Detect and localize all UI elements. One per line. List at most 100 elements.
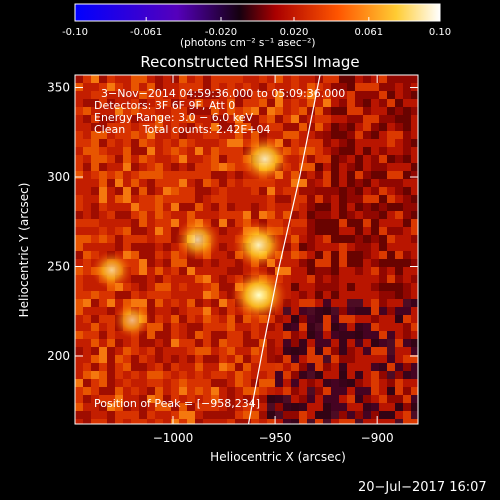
heatmap-cell [131, 219, 139, 227]
heatmap-cell [203, 259, 211, 267]
heatmap-cell [91, 323, 99, 331]
heatmap-cell [387, 283, 395, 291]
heatmap-cell [403, 203, 411, 211]
heatmap-cell [363, 379, 371, 387]
heatmap-cell [171, 155, 179, 163]
heatmap-cell [379, 387, 387, 395]
heatmap-cell [179, 99, 187, 107]
heatmap-cell [171, 219, 179, 227]
heatmap-cell [363, 267, 371, 275]
heatmap-cell [139, 347, 147, 355]
heatmap-cell [83, 411, 91, 419]
heatmap-cell [411, 387, 418, 395]
heatmap-cell [115, 371, 123, 379]
heatmap-cell [107, 395, 115, 403]
heatmap-image [75, 75, 418, 424]
heatmap-cell [395, 243, 403, 251]
heatmap-cell [115, 227, 123, 235]
heatmap-cell [331, 395, 339, 403]
heatmap-cell [379, 75, 387, 83]
heatmap-cell [75, 83, 83, 91]
heatmap-cell [147, 243, 155, 251]
heatmap-cell [355, 123, 363, 131]
heatmap-cell [315, 379, 323, 387]
heatmap-cell [115, 339, 123, 347]
heatmap-cell [211, 339, 219, 347]
heatmap-cell [107, 411, 115, 419]
heatmap-cell [331, 91, 339, 99]
heatmap-cell [227, 411, 235, 419]
heatmap-cell [323, 203, 331, 211]
heatmap-cell [219, 363, 227, 371]
heatmap-cell [251, 99, 259, 107]
heatmap-cell [363, 411, 371, 419]
heatmap-cell [235, 411, 243, 419]
heatmap-cell [235, 203, 243, 211]
heatmap-cell [171, 83, 179, 91]
heatmap-cell [179, 123, 187, 131]
heatmap-cell [219, 387, 227, 395]
heatmap-cell [259, 131, 267, 139]
heatmap-cell [347, 355, 355, 363]
heatmap-cell [339, 219, 347, 227]
heatmap-cell [195, 347, 203, 355]
heatmap-cell [299, 179, 307, 187]
heatmap-cell [403, 75, 411, 83]
heatmap-cell [259, 323, 267, 331]
heatmap-cell [123, 147, 131, 155]
heatmap-cell [155, 147, 163, 155]
heatmap-cell [243, 395, 251, 403]
heatmap-cell [131, 83, 139, 91]
heatmap-cell [195, 99, 203, 107]
heatmap-cell [307, 363, 315, 371]
heatmap-cell [347, 267, 355, 275]
heatmap-cell [339, 267, 347, 275]
heatmap-cell [267, 195, 275, 203]
heatmap-cell [91, 195, 99, 203]
heatmap-cell [291, 403, 299, 411]
heatmap-cell [227, 187, 235, 195]
heatmap-cell [387, 307, 395, 315]
heatmap-cell [291, 315, 299, 323]
heatmap-cell [291, 267, 299, 275]
heatmap-cell [75, 131, 83, 139]
heatmap-cell [123, 83, 131, 91]
heatmap-cell [147, 75, 155, 83]
heatmap-cell [91, 347, 99, 355]
heatmap-cell [211, 331, 219, 339]
heatmap-cell [171, 123, 179, 131]
heatmap-cell [195, 139, 203, 147]
heatmap-cell [323, 99, 331, 107]
heatmap-cell [379, 99, 387, 107]
heatmap-cell [387, 99, 395, 107]
heatmap-cell [411, 155, 418, 163]
heatmap-cell [291, 291, 299, 299]
heatmap-cell [291, 363, 299, 371]
heatmap-cell [107, 155, 115, 163]
heatmap-cell [403, 139, 411, 147]
heatmap-cell [155, 155, 163, 163]
heatmap-cell [347, 219, 355, 227]
heatmap-cell [251, 115, 259, 123]
heatmap-cell [339, 403, 347, 411]
heatmap-cell [107, 99, 115, 107]
heatmap-cell [355, 139, 363, 147]
heatmap-cell [307, 419, 315, 424]
heatmap-cell [411, 355, 418, 363]
heatmap-cell [195, 171, 203, 179]
heatmap-cell [291, 219, 299, 227]
heatmap-cell [131, 227, 139, 235]
heatmap-cell [219, 307, 227, 315]
heatmap-cell [411, 75, 418, 83]
heatmap-cell [75, 259, 83, 267]
heatmap-cell [339, 395, 347, 403]
heatmap-cell [371, 235, 379, 243]
heatmap-cell [331, 347, 339, 355]
heatmap-cell [147, 371, 155, 379]
heatmap-cell [187, 299, 195, 307]
heatmap-cell [395, 355, 403, 363]
heatmap-cell [179, 283, 187, 291]
heatmap-cell [195, 323, 203, 331]
heatmap-cell [395, 211, 403, 219]
heatmap-cell [243, 211, 251, 219]
